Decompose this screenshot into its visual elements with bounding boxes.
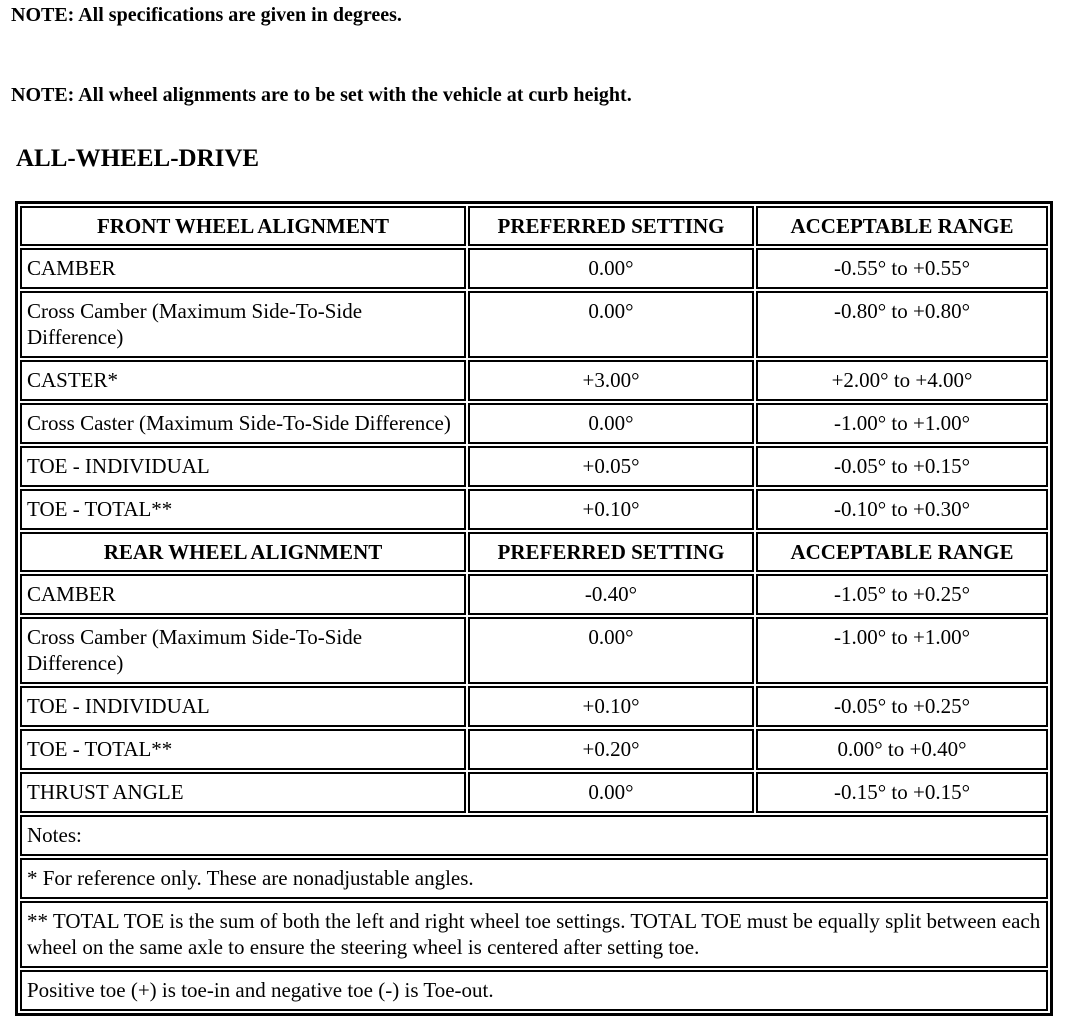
table-row: TOE - INDIVIDUAL +0.10° -0.05° to +0.25° <box>20 686 1048 727</box>
spec-name: THRUST ANGLE <box>20 772 466 813</box>
spec-name: TOE - TOTAL** <box>20 489 466 530</box>
acceptable-range: -1.05° to +0.25° <box>756 574 1048 615</box>
column-header: PREFERRED SETTING <box>468 532 754 572</box>
spec-name: TOE - INDIVIDUAL <box>20 686 466 727</box>
preferred-setting: -0.40° <box>468 574 754 615</box>
spec-name: Cross Caster (Maximum Side-To-Side Diffe… <box>20 403 466 444</box>
spec-name: Cross Camber (Maximum Side-To-Side Diffe… <box>20 617 466 684</box>
footnote: Notes: <box>20 815 1048 856</box>
spec-name: CAMBER <box>20 248 466 289</box>
spec-name: CASTER* <box>20 360 466 401</box>
preferred-setting: 0.00° <box>468 617 754 684</box>
acceptable-range: -0.05° to +0.25° <box>756 686 1048 727</box>
preferred-setting: 0.00° <box>468 291 754 358</box>
front-header-row: FRONT WHEEL ALIGNMENT PREFERRED SETTING AC… <box>20 206 1048 246</box>
preferred-setting: +0.10° <box>468 489 754 530</box>
table-row: CAMBER -0.40° -1.05° to +0.25° <box>20 574 1048 615</box>
preferred-setting: 0.00° <box>468 772 754 813</box>
column-header: ACCEPTABLE RANGE <box>756 206 1048 246</box>
table-row: Cross Camber (Maximum Side-To-Side Diffe… <box>20 617 1048 684</box>
preferred-setting: 0.00° <box>468 403 754 444</box>
column-header: PREFERRED SETTING <box>468 206 754 246</box>
table-row: Cross Camber (Maximum Side-To-Side Diffe… <box>20 291 1048 358</box>
column-header: ACCEPTABLE RANGE <box>756 532 1048 572</box>
acceptable-range: -1.00° to +1.00° <box>756 403 1048 444</box>
footnote-row: Notes: <box>20 815 1048 856</box>
section-title: ALL-WHEEL-DRIVE <box>16 145 260 172</box>
table-row: TOE - TOTAL** +0.20° 0.00° to +0.40° <box>20 729 1048 770</box>
spec-name: Cross Camber (Maximum Side-To-Side Diffe… <box>20 291 466 358</box>
column-header: FRONT WHEEL ALIGNMENT <box>20 206 466 246</box>
table-row: CASTER* +3.00° +2.00° to +4.00° <box>20 360 1048 401</box>
preferred-setting: 0.00° <box>468 248 754 289</box>
note-curb-height: NOTE: All wheel alignments are to be set… <box>11 84 632 106</box>
preferred-setting: +0.10° <box>468 686 754 727</box>
acceptable-range: -0.55° to +0.55° <box>756 248 1048 289</box>
preferred-setting: +0.20° <box>468 729 754 770</box>
alignment-spec-table: FRONT WHEEL ALIGNMENT PREFERRED SETTING AC… <box>15 201 1053 1016</box>
footnote-row: * For reference only. These are nonadjus… <box>20 858 1048 899</box>
table-row: CAMBER 0.00° -0.55° to +0.55° <box>20 248 1048 289</box>
acceptable-range: -0.10° to +0.30° <box>756 489 1048 530</box>
column-header: REAR WHEEL ALIGNMENT <box>20 532 466 572</box>
acceptable-range: +2.00° to +4.00° <box>756 360 1048 401</box>
spec-name: TOE - TOTAL** <box>20 729 466 770</box>
footnote: * For reference only. These are nonadjus… <box>20 858 1048 899</box>
spec-name: CAMBER <box>20 574 466 615</box>
note-degrees: NOTE: All specifications are given in de… <box>11 4 402 26</box>
acceptable-range: -0.80° to +0.80° <box>756 291 1048 358</box>
rear-header-row: REAR WHEEL ALIGNMENT PREFERRED SETTING ACC… <box>20 532 1048 572</box>
acceptable-range: -1.00° to +1.00° <box>756 617 1048 684</box>
footnote-row: Positive toe (+) is toe-in and negative … <box>20 970 1048 1011</box>
preferred-setting: +3.00° <box>468 360 754 401</box>
table-row: THRUST ANGLE 0.00° -0.15° to +0.15° <box>20 772 1048 813</box>
acceptable-range: 0.00° to +0.40° <box>756 729 1048 770</box>
table-row: TOE - INDIVIDUAL +0.05° -0.05° to +0.15° <box>20 446 1048 487</box>
footnote: Positive toe (+) is toe-in and negative … <box>20 970 1048 1011</box>
footnote: ** TOTAL TOE is the sum of both the left… <box>20 901 1048 968</box>
table-row: Cross Caster (Maximum Side-To-Side Diffe… <box>20 403 1048 444</box>
spec-name: TOE - INDIVIDUAL <box>20 446 466 487</box>
footnote-row: ** TOTAL TOE is the sum of both the left… <box>20 901 1048 968</box>
acceptable-range: -0.05° to +0.15° <box>756 446 1048 487</box>
acceptable-range: -0.15° to +0.15° <box>756 772 1048 813</box>
table-row: TOE - TOTAL** +0.10° -0.10° to +0.30° <box>20 489 1048 530</box>
preferred-setting: +0.05° <box>468 446 754 487</box>
